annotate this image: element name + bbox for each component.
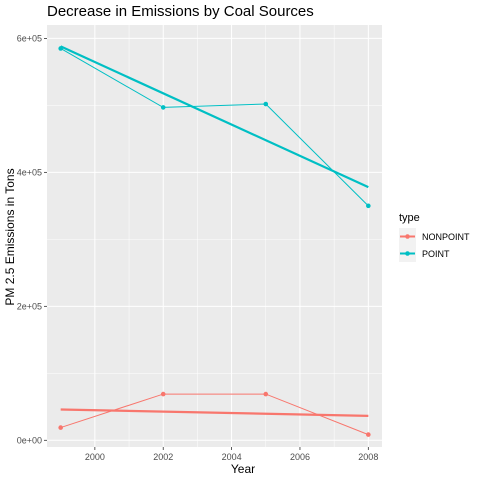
- series-line-point: [60, 48, 369, 207]
- series-layer: [58, 45, 371, 437]
- x-tick-label: 2006: [290, 452, 310, 462]
- legend-label-nonpoint: NONPOINT: [422, 232, 470, 242]
- data-point-nonpoint: [58, 425, 63, 430]
- chart-title: Decrease in Emissions by Coal Sources: [47, 3, 314, 20]
- y-tick-label: 0e+00: [17, 435, 42, 445]
- legend-item-point: POINT: [399, 245, 450, 262]
- legend-title: type: [399, 212, 420, 224]
- trend-line-point: [60, 45, 369, 189]
- legend-label-point: POINT: [422, 249, 450, 259]
- plot-panel: [47, 25, 382, 447]
- y-axis-title: PM 2.5 Emissions in Tons: [3, 168, 17, 305]
- grid-minor: [47, 25, 382, 447]
- legend: type NONPOINT POINT: [399, 212, 470, 262]
- data-point-nonpoint: [366, 432, 371, 437]
- data-point-nonpoint: [263, 391, 269, 397]
- legend-key-point-nonpoint: [405, 234, 410, 239]
- trend-line-nonpoint: [60, 408, 369, 417]
- y-tick-label: 4e+05: [17, 167, 42, 177]
- series-point: [58, 45, 371, 209]
- x-tick-label: 2002: [153, 452, 173, 462]
- data-point-point: [58, 46, 63, 51]
- series-nonpoint: [58, 391, 371, 437]
- data-point-point: [160, 105, 166, 110]
- y-tick-label: 2e+05: [17, 301, 42, 311]
- data-point-point: [366, 203, 371, 209]
- y-tick-label: 6e+05: [17, 33, 42, 43]
- axes-layer: 2000 2002 2004 2006 2008 0e+00 2e+05 4e+05 6e+05: [17, 33, 379, 462]
- legend-item-nonpoint: NONPOINT: [399, 228, 470, 245]
- x-tick-label: 2008: [358, 452, 378, 462]
- grid-major: [47, 25, 382, 447]
- x-tick-label: 2000: [85, 452, 105, 462]
- x-tick-label: 2004: [222, 452, 242, 462]
- data-point-nonpoint: [160, 391, 166, 397]
- data-point-point: [263, 101, 269, 107]
- x-axis-title: Year: [231, 462, 255, 476]
- legend-key-point-point: [405, 251, 410, 256]
